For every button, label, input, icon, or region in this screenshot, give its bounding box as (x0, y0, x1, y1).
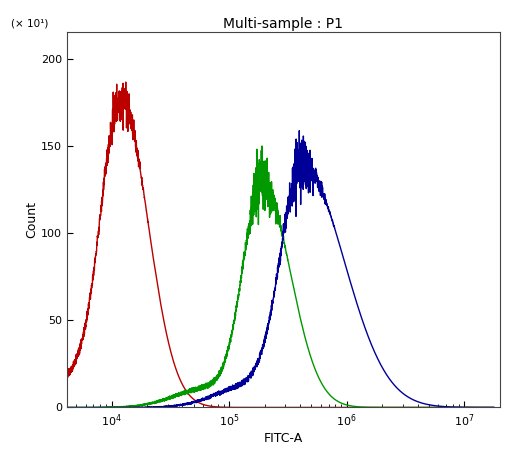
X-axis label: FITC-A: FITC-A (264, 432, 303, 444)
Text: (× 10¹): (× 10¹) (11, 19, 48, 29)
Title: Multi-sample : P1: Multi-sample : P1 (223, 17, 344, 31)
Y-axis label: Count: Count (25, 201, 38, 238)
